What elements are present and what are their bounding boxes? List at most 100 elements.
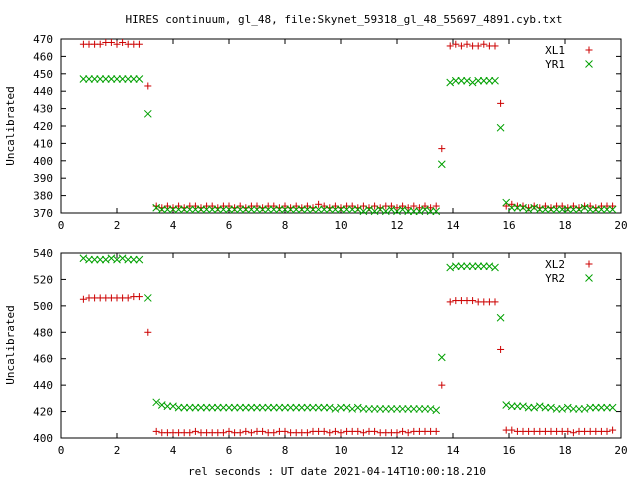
data-point (387, 205, 396, 214)
series-yr1 (79, 75, 617, 216)
data-point (101, 75, 110, 83)
x-tick-label: 4 (170, 219, 177, 232)
data-point (259, 427, 267, 435)
legend-label: YR1 (545, 58, 565, 71)
data-point (281, 205, 289, 214)
data-point (107, 38, 115, 46)
data-point (90, 255, 99, 264)
data-point (174, 205, 183, 214)
x-tick-label: 10 (334, 219, 347, 232)
data-point (468, 78, 477, 87)
data-point (479, 76, 488, 85)
x-tick-label: 0 (58, 219, 65, 232)
data-point (309, 403, 317, 412)
data-point (303, 429, 311, 437)
data-point (241, 205, 250, 214)
data-point (393, 405, 401, 413)
data-point (270, 429, 278, 437)
data-point (496, 313, 505, 322)
data-point (603, 427, 611, 435)
data-point (569, 429, 577, 437)
data-point (421, 202, 429, 210)
data-point (286, 403, 295, 412)
data-point (393, 204, 401, 212)
data-point (174, 403, 183, 412)
data-point (353, 205, 362, 214)
data-point (608, 403, 617, 412)
data-point (197, 403, 205, 412)
data-point (507, 203, 516, 212)
data-point (410, 202, 418, 210)
data-point (387, 405, 396, 413)
data-point (426, 207, 435, 216)
data-point (325, 205, 334, 214)
y-tick-label: 410 (33, 137, 53, 150)
data-point (393, 207, 401, 216)
data-point (547, 204, 555, 212)
data-point (269, 205, 278, 214)
data-point (124, 294, 132, 302)
data-point (524, 403, 533, 412)
data-point (337, 429, 345, 437)
data-point (242, 427, 250, 435)
data-point (404, 405, 413, 413)
y-tick-label: 440 (33, 379, 53, 392)
data-point (320, 205, 329, 214)
data-point (208, 205, 217, 214)
data-point (269, 403, 278, 412)
data-point (497, 345, 505, 353)
data-point (569, 205, 578, 214)
data-point (85, 255, 93, 264)
data-point (119, 38, 127, 46)
data-point (242, 204, 250, 212)
legend-marker (585, 60, 593, 68)
x-tick-label: 6 (226, 444, 233, 457)
legend-label: YR2 (545, 272, 565, 285)
data-point (468, 262, 477, 271)
data-point (432, 406, 441, 415)
data-point (365, 405, 373, 413)
data-point (535, 205, 544, 214)
data-point (85, 75, 93, 83)
y-tick-label: 460 (33, 353, 53, 366)
y-tick-label: 470 (33, 33, 53, 46)
data-point (491, 76, 499, 85)
data-point (387, 202, 395, 210)
data-point (180, 204, 188, 212)
data-point (552, 405, 561, 413)
data-point (371, 427, 379, 435)
data-point (446, 42, 454, 50)
data-point (409, 405, 418, 413)
data-point (129, 75, 138, 83)
x-tick-label: 12 (390, 444, 403, 457)
y-tick-label: 450 (33, 68, 53, 81)
data-point (298, 204, 306, 212)
x-tick-label: 14 (446, 444, 460, 457)
data-point (157, 205, 166, 214)
data-point (275, 205, 284, 214)
data-point (185, 403, 194, 412)
data-point (297, 403, 306, 412)
data-point (253, 403, 261, 412)
data-point (180, 205, 189, 214)
y-tick-label: 420 (33, 406, 53, 419)
data-point (337, 403, 345, 412)
top-panel: 0 2 4 6 8 10 12 14 16 18 20 370 380 390 400 410 420 430 44… (4, 33, 628, 232)
data-point (513, 402, 522, 411)
data-point (491, 298, 499, 306)
data-point (331, 427, 339, 435)
data-point (320, 427, 328, 435)
x-tick-label: 10 (334, 444, 347, 457)
data-point (292, 205, 301, 214)
data-point (297, 205, 306, 214)
data-point (241, 403, 250, 412)
data-point (118, 75, 127, 83)
data-point (79, 75, 88, 83)
data-point (421, 205, 429, 214)
data-point (225, 403, 233, 412)
data-point (480, 40, 488, 48)
data-point (264, 205, 273, 214)
data-point (558, 205, 567, 214)
y-tick-label: 500 (33, 300, 53, 313)
